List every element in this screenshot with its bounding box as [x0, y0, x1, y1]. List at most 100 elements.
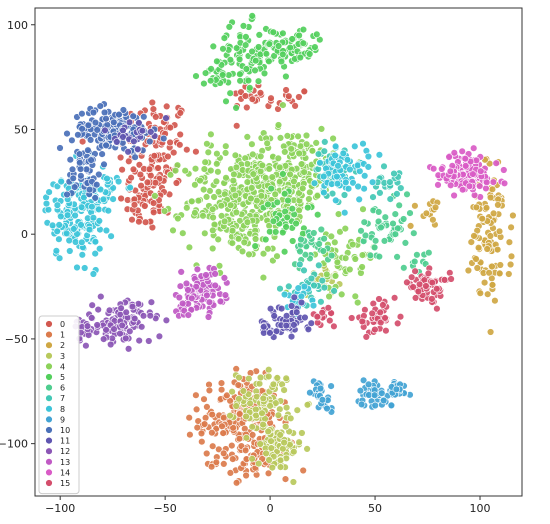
point-class-10 — [95, 170, 103, 179]
point-class-12 — [122, 334, 130, 342]
point-class-3 — [259, 420, 267, 429]
point-class-11 — [290, 293, 298, 301]
point-class-15 — [390, 294, 399, 302]
point-class-0 — [256, 89, 265, 97]
point-class-4 — [214, 235, 222, 244]
point-class-8 — [66, 247, 74, 255]
point-class-0 — [116, 153, 125, 162]
point-class-4 — [243, 218, 252, 226]
point-class-8 — [364, 152, 373, 161]
point-class-13 — [192, 283, 200, 291]
point-class-0 — [166, 138, 174, 147]
point-class-6 — [413, 251, 421, 259]
point-class-13 — [204, 313, 213, 321]
point-class-4 — [336, 228, 344, 236]
point-class-5 — [201, 69, 210, 77]
point-class-5 — [246, 84, 254, 92]
point-class-10 — [110, 118, 118, 127]
x-tick-label: 50 — [368, 502, 382, 515]
point-class-14 — [477, 167, 485, 175]
point-class-3 — [282, 403, 291, 412]
point-class-0 — [141, 218, 150, 226]
point-class-9 — [371, 401, 379, 410]
point-class-11 — [277, 304, 286, 313]
point-class-4 — [231, 151, 240, 160]
point-class-1 — [192, 391, 200, 399]
legend-marker — [45, 394, 53, 402]
point-class-4 — [185, 243, 194, 252]
point-class-0 — [150, 152, 159, 160]
point-class-10 — [89, 108, 98, 117]
point-class-15 — [408, 273, 416, 281]
point-class-5 — [241, 41, 250, 49]
point-class-10 — [98, 150, 106, 158]
point-class-8 — [89, 270, 98, 278]
point-class-2 — [495, 227, 504, 236]
point-class-4 — [359, 205, 367, 213]
point-class-8 — [280, 290, 289, 299]
point-class-6 — [389, 219, 397, 228]
points-layer — [41, 12, 517, 487]
point-class-1 — [217, 386, 226, 394]
point-class-8 — [346, 165, 354, 174]
point-class-2 — [431, 203, 440, 212]
point-class-1 — [208, 410, 216, 419]
point-class-4 — [238, 247, 247, 256]
point-class-3 — [255, 380, 264, 388]
point-class-2 — [485, 269, 493, 277]
point-class-12 — [93, 321, 101, 329]
point-class-8 — [63, 211, 72, 219]
point-class-5 — [314, 211, 322, 219]
point-class-0 — [127, 174, 135, 182]
point-class-3 — [235, 373, 243, 382]
y-tick-label: −100 — [0, 438, 28, 451]
point-class-10 — [56, 144, 64, 152]
point-class-15 — [411, 294, 420, 302]
point-class-3 — [265, 372, 273, 381]
point-class-7 — [310, 281, 318, 290]
point-class-15 — [381, 314, 389, 322]
point-class-7 — [386, 178, 394, 186]
point-class-14 — [450, 191, 458, 200]
point-class-4 — [209, 213, 217, 222]
point-class-10 — [100, 160, 108, 169]
point-class-3 — [264, 427, 272, 436]
point-class-13 — [184, 311, 193, 319]
point-class-3 — [290, 448, 298, 456]
point-class-10 — [131, 153, 139, 161]
point-class-1 — [185, 414, 193, 422]
point-class-10 — [146, 137, 154, 146]
legend-label: 9 — [60, 415, 65, 424]
point-class-15 — [396, 313, 405, 321]
point-class-15 — [424, 269, 433, 278]
point-class-5 — [304, 203, 312, 212]
point-class-10 — [84, 121, 93, 130]
point-class-8 — [349, 179, 357, 187]
point-class-5 — [306, 50, 314, 58]
point-class-5 — [226, 56, 235, 64]
point-class-4 — [202, 193, 211, 201]
point-class-11 — [130, 137, 138, 146]
point-class-5 — [232, 104, 240, 112]
point-class-5 — [279, 50, 287, 59]
point-class-0 — [154, 164, 162, 172]
point-class-1 — [200, 395, 208, 403]
point-class-2 — [496, 269, 504, 278]
point-class-5 — [219, 71, 227, 79]
point-class-4 — [206, 187, 214, 195]
point-class-0 — [291, 102, 299, 110]
point-class-5 — [255, 31, 263, 39]
point-class-2 — [496, 261, 504, 269]
point-class-1 — [220, 449, 228, 457]
point-class-5 — [313, 30, 321, 38]
point-class-4 — [194, 197, 203, 205]
point-class-15 — [362, 333, 370, 341]
point-class-6 — [393, 253, 401, 261]
point-class-10 — [74, 131, 82, 139]
point-class-9 — [387, 401, 396, 410]
point-class-1 — [205, 386, 214, 395]
point-class-13 — [211, 281, 219, 290]
point-class-11 — [270, 312, 278, 320]
point-class-3 — [274, 411, 283, 419]
point-class-5 — [280, 248, 289, 256]
